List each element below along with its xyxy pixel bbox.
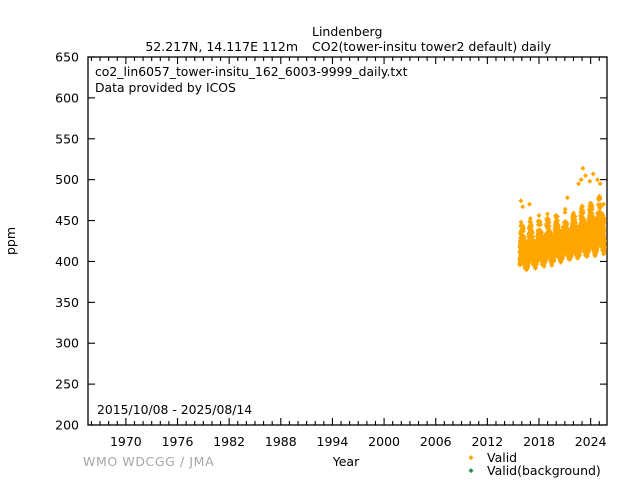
footer-credit: WMO WDCGG / JMA xyxy=(83,454,214,469)
legend-valid-background-label: Valid(background) xyxy=(487,463,601,478)
x-tick-label: 2012 xyxy=(471,434,503,449)
y-tick-label: 200 xyxy=(55,418,79,433)
x-tick-label: 1988 xyxy=(265,434,297,449)
valid-scatter-points xyxy=(517,165,608,273)
y-tick-label: 350 xyxy=(55,295,79,310)
y-tick-label: 550 xyxy=(55,131,79,146)
scatter-points-layer xyxy=(517,165,608,273)
legend-valid-background-icon xyxy=(468,468,474,474)
x-tick-label: 1970 xyxy=(110,434,142,449)
y-axis-label: ppm xyxy=(3,227,18,255)
y-tick-label: 400 xyxy=(55,254,79,269)
title-parameter: CO2(tower-insitu tower2 default) daily xyxy=(312,39,552,54)
x-tick-label: 2024 xyxy=(575,434,607,449)
annotation-provider: Data provided by ICOS xyxy=(95,80,236,95)
y-tick-label: 450 xyxy=(55,213,79,228)
y-tick-label: 250 xyxy=(55,377,79,392)
annotation-filename: co2_lin6057_tower-insitu_162_6003-9999_d… xyxy=(95,64,408,79)
plot-frame xyxy=(87,56,608,426)
title-coordinates: 52.217N, 14.117E 112m xyxy=(145,39,298,54)
y-tick-label: 650 xyxy=(55,50,79,65)
x-tick-label: 1976 xyxy=(162,434,194,449)
legend-valid-icon xyxy=(468,455,474,461)
y-tick-label: 600 xyxy=(55,90,79,105)
annotation-date-range: 2015/10/08 - 2025/08/14 xyxy=(97,402,252,417)
x-tick-label: 1994 xyxy=(317,434,349,449)
y-tick-label: 300 xyxy=(55,336,79,351)
x-tick-label: 1982 xyxy=(213,434,245,449)
x-axis-label: Year xyxy=(332,454,360,469)
axes-layer: 200 250 300 350 400 450 500 550 600 650 1970 1976 19… xyxy=(55,50,608,449)
legend-valid-label: Valid xyxy=(487,450,517,465)
title-station: Lindenberg xyxy=(312,24,382,39)
x-tick-label: 2000 xyxy=(368,434,400,449)
x-tick-label: 2018 xyxy=(523,434,555,449)
y-tick-label: 500 xyxy=(55,172,79,187)
x-tick-label: 2006 xyxy=(420,434,452,449)
